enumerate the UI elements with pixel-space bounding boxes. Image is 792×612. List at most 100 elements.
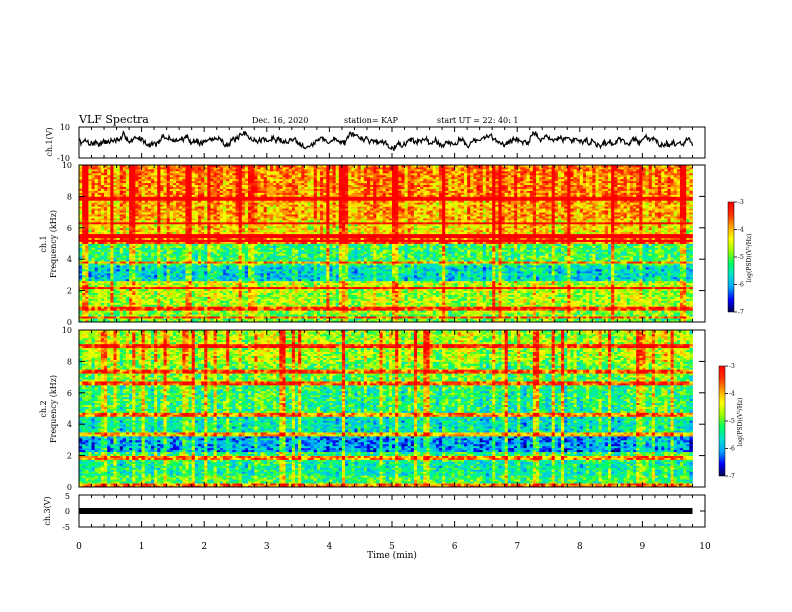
spectrogram-cell <box>320 318 324 321</box>
spectrogram-cell <box>592 308 596 311</box>
spectrogram-cell <box>567 302 571 305</box>
spectrogram-cell <box>248 304 252 307</box>
spectrogram-cell <box>373 318 377 321</box>
spectrogram-cell <box>147 316 152 319</box>
spectrogram-cell <box>370 310 374 313</box>
spectrogram-cell <box>523 294 527 297</box>
spectrogram-cell <box>122 302 127 305</box>
spectrogram-cell <box>113 308 117 311</box>
spectrogram-cell <box>332 302 337 305</box>
spectrogram-cell <box>110 306 114 309</box>
spectrogram-cell <box>467 296 471 299</box>
spectrogram-cell <box>144 312 149 315</box>
spectrogram-cell <box>357 296 362 299</box>
spectrogram-cell <box>298 304 302 307</box>
spectrogram-cell <box>554 312 559 315</box>
spectrogram-cell <box>648 314 653 317</box>
spectrogram-cell <box>457 296 462 299</box>
spectrogram-cell <box>116 316 121 319</box>
spectrogram-cell <box>169 308 174 311</box>
spectrogram-cell <box>651 314 656 317</box>
spectrogram-cell <box>607 310 612 313</box>
spectrogram-cell <box>645 320 650 323</box>
spectrogram-cell <box>648 306 653 309</box>
spectrogram-cell <box>651 302 656 305</box>
spectrogram-cell <box>248 318 252 321</box>
spectrogram-cell <box>129 310 133 313</box>
spectrogram-cell <box>401 318 405 321</box>
spectrogram-cell <box>91 316 96 319</box>
spectrogram-cell <box>329 312 333 315</box>
spectrogram-cell <box>689 300 693 303</box>
spectrogram-cell <box>642 302 646 305</box>
spectrogram-cell <box>470 308 474 311</box>
spectrogram-cell <box>323 292 327 295</box>
spectrogram-cell <box>601 320 606 323</box>
spectrogram-cell <box>100 298 105 301</box>
spectrogram-cell <box>182 312 186 315</box>
spectrogram-cell <box>251 310 255 313</box>
spectrogram-cell <box>163 298 168 301</box>
spectrogram-cell <box>363 310 368 313</box>
spectrogram-cell <box>210 318 214 321</box>
spectrogram-cell <box>294 320 299 323</box>
spectrogram-cell <box>194 290 199 293</box>
spectrogram-cell <box>642 314 646 317</box>
spectrogram-cell <box>392 308 396 311</box>
spectrogram-cell <box>288 296 293 299</box>
spectrogram-cell <box>316 308 321 311</box>
spectrogram-cell <box>607 318 612 321</box>
spectrogram-cell <box>445 308 449 311</box>
spectrogram-cell <box>185 310 189 313</box>
spectrogram-cell <box>661 314 665 317</box>
spectrogram-cell <box>307 298 312 301</box>
spectrogram-cell <box>507 294 512 297</box>
spectrogram-cell <box>197 298 202 301</box>
spectrogram-cell <box>370 304 374 307</box>
spectrogram-cell <box>348 310 352 313</box>
spectrogram-cell <box>376 306 380 309</box>
spectrogram-cell <box>263 314 268 317</box>
spectrogram-cell <box>97 308 102 311</box>
spectrogram-cell <box>301 314 305 317</box>
spectrogram-cell <box>182 310 186 313</box>
spectrogram-cell <box>504 316 509 319</box>
spectrogram-cell <box>129 306 133 309</box>
spectrogram-cell <box>169 318 174 321</box>
spectrogram-cell <box>226 296 230 299</box>
spectrogram-cell <box>348 296 352 299</box>
spectrogram-cell <box>420 300 424 303</box>
spectrogram-cell <box>307 318 312 321</box>
spectrogram-cell <box>523 316 527 319</box>
spectrogram-cell <box>689 298 693 301</box>
spectrogram-cell <box>238 308 243 311</box>
spectrogram-cell <box>263 320 268 323</box>
spectrogram-cell <box>507 312 512 315</box>
spectrogram-cell <box>94 300 99 303</box>
spectrogram-cell <box>288 320 293 323</box>
spectrogram-cell <box>435 310 440 313</box>
spectrogram-cell <box>626 306 631 309</box>
spectrogram-cell <box>661 306 665 309</box>
spectrogram-cell <box>676 292 681 295</box>
spectrogram-cell <box>119 306 124 309</box>
spectrogram-cell <box>561 314 565 317</box>
spectrogram-cell <box>357 314 362 317</box>
spectrogram-cell <box>598 306 603 309</box>
spectrogram-cell <box>379 292 384 295</box>
spectrogram-cell <box>285 300 290 303</box>
spectrogram-cell <box>122 306 127 309</box>
spectrogram-cell <box>661 302 665 305</box>
spectrogram-cell <box>110 294 114 297</box>
spectrogram-cell <box>601 316 606 319</box>
spectrogram-cell <box>244 298 249 301</box>
spectrogram-cell <box>557 318 562 321</box>
spectrogram-cell <box>329 294 333 297</box>
spectrogram-cell <box>326 312 330 315</box>
ch1-waveform-y-ticks <box>78 126 706 159</box>
spectrogram-cell <box>216 294 221 297</box>
spectrogram-cell <box>138 302 142 305</box>
spectrogram-cell <box>110 310 114 313</box>
spectrogram-cell <box>291 296 296 299</box>
spectrogram-cell <box>438 292 443 295</box>
